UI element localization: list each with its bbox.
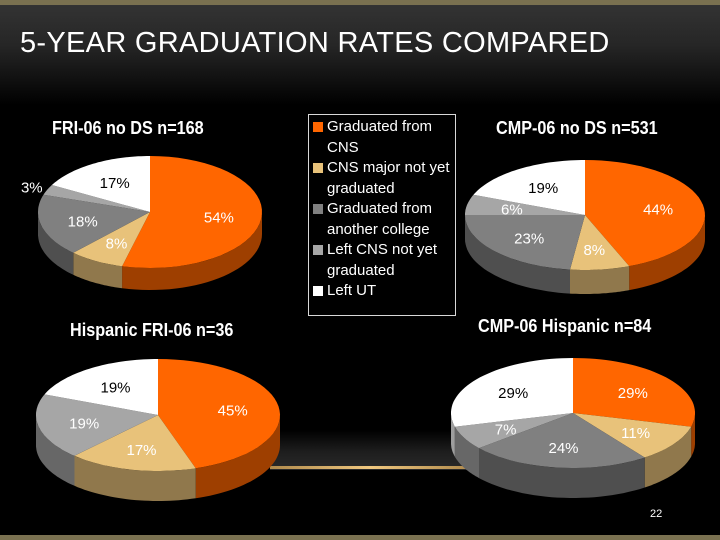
pie-slice-left-ut <box>51 156 150 212</box>
pie-side-left-cns <box>454 426 479 479</box>
legend-swatch-left-cns <box>313 245 323 255</box>
chart-title-fri-no-ds: FRI-06 no DS n=168 <box>52 118 204 138</box>
slide-header: 5-YEAR GRADUATION RATES COMPARED <box>0 5 720 105</box>
pie-label-graduated-cns: 45% <box>218 403 248 420</box>
pie-label-graduated-cns: 29% <box>618 385 648 402</box>
pie-slice-left-cns <box>465 194 585 215</box>
pie-label-cns-not-yet: 11% <box>621 425 650 442</box>
decorative-glow-panel <box>270 430 470 470</box>
pie-label-left-ut: 29% <box>498 385 528 402</box>
pie-side-graduated-cns <box>195 415 280 499</box>
pie-slice-graduated-cns <box>122 156 262 268</box>
pie-side-left-cns <box>36 415 75 486</box>
legend-label: Graduated from CNS <box>327 118 433 156</box>
pie-slice-cns-not-yet <box>73 212 150 267</box>
legend-label: Left CNS not yet graduated <box>327 241 438 279</box>
pie-label-left-ut: 17% <box>100 175 130 192</box>
pie-slice-cns-not-yet <box>570 215 630 270</box>
pie-slice-cns-not-yet <box>573 413 692 458</box>
pie-label-graduated-cns: 54% <box>204 209 234 226</box>
legend-item: Graduated from another college <box>313 199 451 240</box>
pie-slice-grad-other <box>465 215 585 270</box>
chart-legend: Graduated from CNS CNS major not yet gra… <box>308 114 456 316</box>
pie-side-cns-not-yet <box>570 266 630 294</box>
pie-label-left-ut: 19% <box>100 379 130 396</box>
pie-label-left-cns: 3% <box>21 179 43 196</box>
pie-label-left-ut: 19% <box>528 180 558 197</box>
pie-slice-left-cns <box>36 394 158 456</box>
slide-title: 5-YEAR GRADUATION RATES COMPARED <box>20 27 610 59</box>
legend-swatch-graduated-cns <box>313 122 323 132</box>
pie-side-graduated-cns <box>629 215 705 291</box>
top-accent-bar <box>0 0 720 5</box>
pie-slice-left-ut <box>473 160 585 215</box>
page-number: 22 <box>650 508 663 520</box>
pie-label-grad-other: 18% <box>68 214 98 231</box>
pie-slice-grad-other <box>479 413 645 468</box>
legend-label: Left UT <box>327 282 377 299</box>
legend-label: CNS major not yet graduated <box>327 159 450 197</box>
decorative-glow-line <box>270 466 470 469</box>
pie-slice-left-ut <box>44 359 158 415</box>
pie-slice-graduated-cns <box>158 359 280 469</box>
pie-side-cns-not-yet <box>74 455 196 501</box>
pie-slice-cns-not-yet <box>74 415 196 471</box>
pie-slice-graduated-cns <box>585 160 705 267</box>
pie-side-grad-other <box>465 215 570 294</box>
pie-label-left-cns: 6% <box>501 202 523 219</box>
pie-side-cns-not-yet <box>644 426 692 488</box>
pie-side-graduated-cns <box>691 413 695 457</box>
legend-swatch-left-ut <box>313 286 323 296</box>
pie-label-graduated-cns: 44% <box>643 202 673 219</box>
pie-label-cns-not-yet: 8% <box>583 242 605 259</box>
legend-item: Left UT <box>313 281 451 302</box>
pie-slice-left-cns <box>454 413 573 449</box>
pie-side-graduated-cns <box>122 212 262 290</box>
chart-title-cmp-no-ds: CMP-06 no DS n=531 <box>496 118 658 138</box>
pie-slice-left-ut <box>451 358 573 427</box>
chart-title-cmp-hispanic: CMP-06 Hispanic n=84 <box>478 316 652 336</box>
pie-label-cns-not-yet: 8% <box>106 235 128 252</box>
legend-item: Graduated from CNS <box>313 117 451 158</box>
pie-side-left-ut <box>451 413 455 457</box>
pie-label-grad-other: 23% <box>514 231 544 248</box>
pie-side-grad-other <box>479 448 645 498</box>
pie-slice-grad-other <box>38 194 150 253</box>
pie-label-left-cns: 7% <box>495 422 517 439</box>
pie-side-cns-not-yet <box>73 252 123 289</box>
pie-label-cns-not-yet: 17% <box>126 442 156 459</box>
bottom-accent-bar <box>0 535 720 540</box>
pie-label-grad-other: 24% <box>548 440 578 457</box>
legend-item: Left CNS not yet graduated <box>313 240 451 281</box>
chart-title-hispanic-fri: Hispanic FRI-06 n=36 <box>70 320 234 340</box>
pie-slice-graduated-cns <box>573 358 695 427</box>
pie-label-left-cns: 19% <box>69 416 99 433</box>
pie-slice-left-cns <box>43 185 150 212</box>
legend-swatch-grad-other <box>313 204 323 214</box>
pie-side-grad-other <box>38 212 74 275</box>
legend-item: CNS major not yet graduated <box>313 158 451 199</box>
legend-swatch-cns-not-yet <box>313 163 323 173</box>
legend-label: Graduated from another college <box>327 200 433 238</box>
